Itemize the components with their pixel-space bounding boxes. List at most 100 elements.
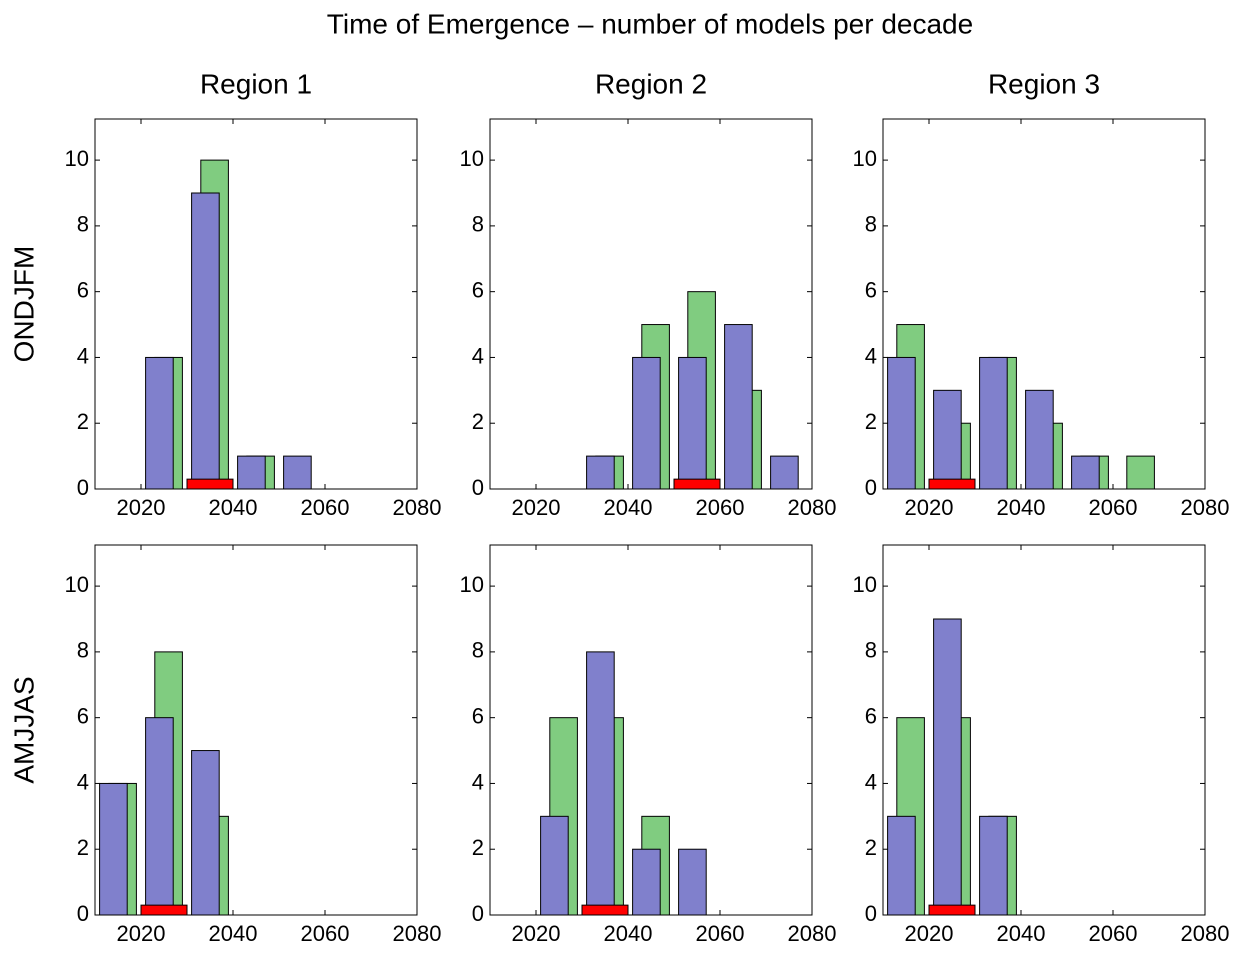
y-tick-label: 8 xyxy=(77,212,89,237)
y-tick-label: 0 xyxy=(865,475,877,500)
y-tick-label: 8 xyxy=(77,638,89,663)
row-label: AMJJAS xyxy=(8,676,39,783)
x-tick-label: 2080 xyxy=(393,921,442,946)
y-tick-label: 0 xyxy=(77,475,89,500)
y-tick-label: 0 xyxy=(472,475,484,500)
bar xyxy=(979,356,1008,490)
bar xyxy=(540,815,569,916)
y-tick-label: 10 xyxy=(65,572,89,597)
plot-area xyxy=(95,545,417,915)
y-tick-label: 2 xyxy=(865,409,877,434)
range-bar xyxy=(673,478,721,490)
y-tick-label: 2 xyxy=(472,409,484,434)
x-tick-label: 2020 xyxy=(117,495,166,520)
x-tick-label: 2060 xyxy=(301,921,350,946)
bar xyxy=(678,356,707,490)
y-tick-label: 8 xyxy=(865,638,877,663)
bar xyxy=(1126,455,1155,490)
bar xyxy=(933,618,962,916)
bar xyxy=(770,455,799,490)
y-tick-label: 0 xyxy=(472,901,484,926)
y-tick-label: 10 xyxy=(65,146,89,171)
y-tick-label: 8 xyxy=(865,212,877,237)
y-tick-label: 10 xyxy=(853,146,877,171)
y-tick-label: 6 xyxy=(472,277,484,302)
x-tick-label: 2020 xyxy=(905,921,954,946)
x-tick-label: 2060 xyxy=(1089,921,1138,946)
range-bar xyxy=(186,478,234,490)
bar xyxy=(586,651,615,916)
axes-box xyxy=(94,118,418,490)
x-tick-label: 2020 xyxy=(512,921,561,946)
range-bar xyxy=(140,904,188,916)
y-tick-label: 6 xyxy=(865,703,877,728)
x-tick-label: 2040 xyxy=(604,921,653,946)
x-tick-label: 2080 xyxy=(393,495,442,520)
bar xyxy=(1071,455,1100,490)
y-tick-label: 2 xyxy=(77,835,89,860)
bar xyxy=(191,750,220,916)
x-tick-label: 2020 xyxy=(512,495,561,520)
x-tick-label: 2060 xyxy=(301,495,350,520)
range-bar xyxy=(928,904,976,916)
bar xyxy=(887,815,916,916)
plot-area xyxy=(883,545,1205,915)
y-tick-label: 8 xyxy=(472,212,484,237)
x-tick-label: 2080 xyxy=(788,921,837,946)
bar xyxy=(145,356,174,490)
y-tick-label: 0 xyxy=(865,901,877,926)
y-tick-label: 6 xyxy=(865,277,877,302)
bar xyxy=(632,848,661,916)
y-tick-label: 8 xyxy=(472,638,484,663)
x-tick-label: 2040 xyxy=(604,495,653,520)
x-tick-label: 2060 xyxy=(696,495,745,520)
y-tick-label: 4 xyxy=(472,343,484,368)
bar xyxy=(678,848,707,916)
bar xyxy=(979,815,1008,916)
y-tick-label: 6 xyxy=(77,277,89,302)
x-tick-label: 2040 xyxy=(997,921,1046,946)
y-tick-label: 2 xyxy=(472,835,484,860)
y-tick-label: 2 xyxy=(77,409,89,434)
y-tick-label: 0 xyxy=(77,901,89,926)
y-tick-label: 2 xyxy=(865,835,877,860)
y-tick-label: 6 xyxy=(77,703,89,728)
panel-title: Region 1 xyxy=(200,68,312,99)
bar xyxy=(283,455,312,490)
figure-title: Time of Emergence – number of models per… xyxy=(327,8,973,39)
bar xyxy=(724,324,753,490)
y-tick-label: 10 xyxy=(460,146,484,171)
x-tick-label: 2080 xyxy=(1181,921,1230,946)
y-tick-label: 4 xyxy=(77,343,89,368)
x-tick-label: 2080 xyxy=(1181,495,1230,520)
axes-box xyxy=(882,118,1206,490)
panel-title: Region 2 xyxy=(595,68,707,99)
x-tick-label: 2040 xyxy=(997,495,1046,520)
panel-title: Region 3 xyxy=(988,68,1100,99)
x-tick-label: 2040 xyxy=(209,495,258,520)
x-tick-label: 2020 xyxy=(905,495,954,520)
plot-area xyxy=(95,119,417,489)
bar xyxy=(99,782,128,916)
x-tick-label: 2060 xyxy=(696,921,745,946)
axes-box xyxy=(489,118,813,490)
bar xyxy=(887,356,916,490)
row-label: ONDJFM xyxy=(8,246,39,363)
bar xyxy=(586,455,615,490)
range-bar xyxy=(581,904,629,916)
x-tick-label: 2040 xyxy=(209,921,258,946)
y-tick-label: 4 xyxy=(865,343,877,368)
x-tick-label: 2060 xyxy=(1089,495,1138,520)
bar xyxy=(632,356,661,490)
y-tick-label: 4 xyxy=(865,769,877,794)
y-tick-label: 10 xyxy=(460,572,484,597)
x-tick-label: 2020 xyxy=(117,921,166,946)
bar xyxy=(145,717,174,916)
y-tick-label: 6 xyxy=(472,703,484,728)
axes-box xyxy=(882,544,1206,916)
bar xyxy=(1025,389,1054,490)
y-tick-label: 4 xyxy=(77,769,89,794)
bar xyxy=(191,192,220,490)
range-bar xyxy=(928,478,976,490)
